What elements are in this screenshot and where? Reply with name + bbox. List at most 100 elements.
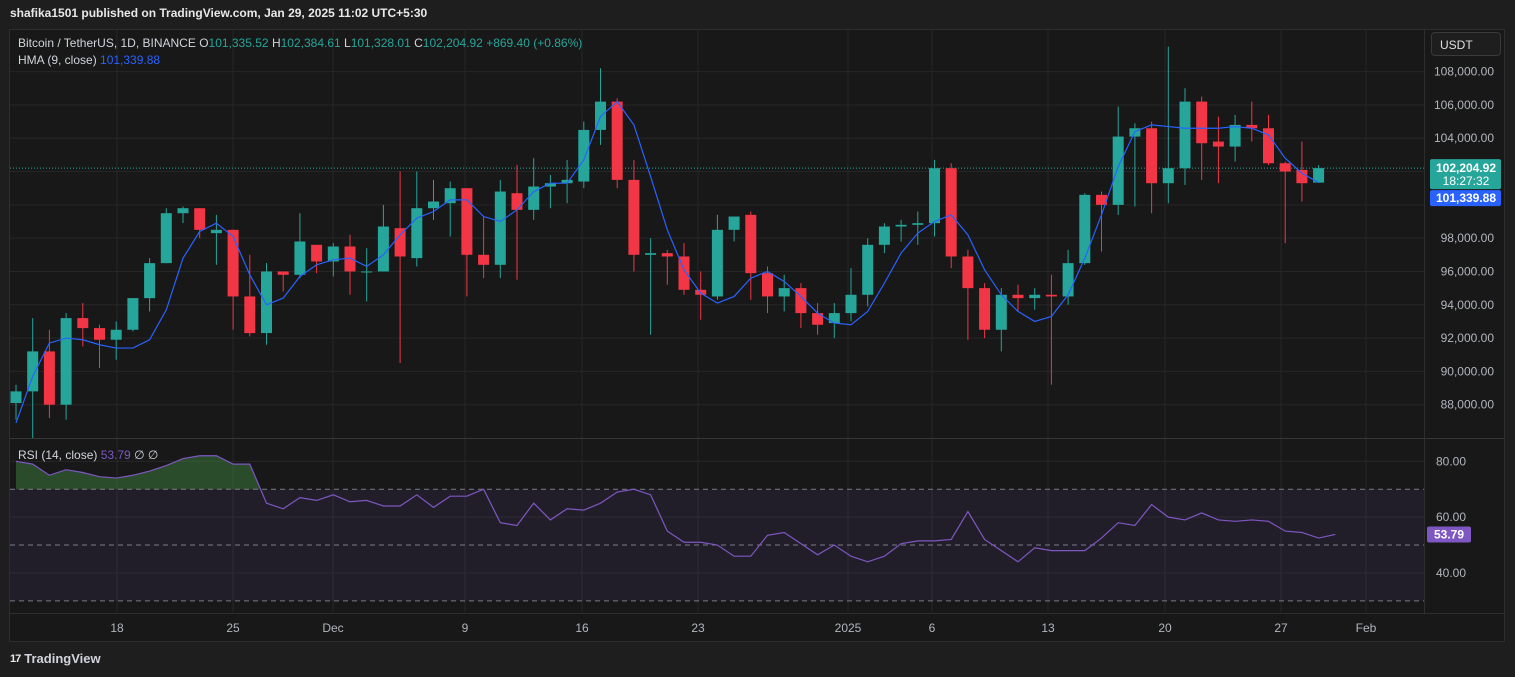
rsi-axis[interactable]: 80.00 60.00 40.00 <box>1436 454 1466 580</box>
candle[interactable] <box>1313 165 1325 183</box>
hma-label[interactable]: HMA (9, close) <box>18 53 97 67</box>
grid-lines <box>10 30 1424 612</box>
candle[interactable] <box>177 206 189 224</box>
candle[interactable] <box>511 164 523 280</box>
candle[interactable] <box>1162 46 1174 204</box>
candle[interactable] <box>361 248 373 302</box>
candle-body <box>762 273 773 297</box>
candle[interactable] <box>862 238 874 307</box>
candle[interactable] <box>595 68 606 145</box>
candle[interactable] <box>461 188 473 297</box>
high-label: H <box>271 36 281 50</box>
candle[interactable] <box>1296 141 1308 202</box>
candle[interactable] <box>1012 284 1024 312</box>
symbol-name[interactable]: Bitcoin / TetherUS, 1D, BINANCE <box>18 36 196 50</box>
currency-button[interactable]: USDT <box>1431 32 1501 56</box>
candle[interactable] <box>277 271 289 292</box>
rsi-legend: RSI (14, close) 53.79 ∅ ∅ <box>18 448 158 462</box>
candle[interactable] <box>144 258 156 312</box>
candle[interactable] <box>60 313 72 420</box>
candle-body <box>294 241 306 275</box>
candle[interactable] <box>979 283 991 339</box>
candle[interactable] <box>645 238 657 335</box>
time-tick-label: 2025 <box>835 621 862 635</box>
candle[interactable] <box>544 174 556 209</box>
candle[interactable] <box>478 216 490 279</box>
candle[interactable] <box>444 181 456 237</box>
candle[interactable] <box>1096 191 1107 252</box>
candle[interactable] <box>1279 161 1291 244</box>
candle[interactable] <box>43 329 55 419</box>
candle[interactable] <box>127 298 139 332</box>
candle[interactable] <box>762 266 773 314</box>
candle[interactable] <box>227 229 239 330</box>
candle-body <box>144 263 156 299</box>
candle[interactable] <box>578 121 590 189</box>
candle[interactable] <box>878 223 890 254</box>
candle[interactable] <box>110 321 122 360</box>
candle[interactable] <box>94 324 105 369</box>
price-tick-label: 96,000.00 <box>1441 264 1495 278</box>
candle[interactable] <box>1045 274 1057 385</box>
candle[interactable] <box>711 214 723 300</box>
candlestick-series[interactable] <box>10 46 1325 438</box>
candle[interactable] <box>1229 114 1241 162</box>
candle[interactable] <box>895 219 907 242</box>
candle[interactable] <box>828 303 840 339</box>
candle-body <box>77 318 89 329</box>
candle-body <box>511 193 523 210</box>
candle[interactable] <box>561 159 573 204</box>
candle[interactable] <box>394 171 406 364</box>
tradingview-logo[interactable]: 17 TradingView <box>10 651 101 666</box>
candle[interactable] <box>795 283 807 329</box>
candle[interactable] <box>294 213 306 279</box>
candle[interactable] <box>1146 121 1158 214</box>
candle[interactable] <box>494 179 506 279</box>
candle[interactable] <box>912 211 924 245</box>
candle-body <box>444 188 456 204</box>
candle[interactable] <box>728 216 740 242</box>
candle[interactable] <box>528 158 540 220</box>
chart-frame[interactable] <box>9 29 1505 642</box>
candle[interactable] <box>845 268 857 322</box>
candle[interactable] <box>1246 101 1258 142</box>
candle[interactable] <box>745 211 757 300</box>
candle-body <box>578 129 590 182</box>
candle-body <box>394 228 406 257</box>
candle[interactable] <box>344 234 356 295</box>
price-axis[interactable]: 108,000.00 106,000.00 104,000.00 98,000.00 9… <box>1434 65 1494 412</box>
candle[interactable] <box>1129 123 1141 207</box>
candle[interactable] <box>1212 116 1224 184</box>
candle[interactable] <box>1196 96 1208 180</box>
time-tick-label: 9 <box>462 621 469 635</box>
candle[interactable] <box>812 303 824 335</box>
price-tick-label: 98,000.00 <box>1441 231 1495 245</box>
candle[interactable] <box>778 274 790 312</box>
candle[interactable] <box>1112 106 1124 215</box>
candle[interactable] <box>377 204 389 272</box>
candle[interactable] <box>661 249 673 285</box>
candle[interactable] <box>194 208 206 239</box>
candle[interactable] <box>611 98 623 189</box>
candle[interactable] <box>1062 249 1074 305</box>
candle[interactable] <box>929 159 940 237</box>
candle[interactable] <box>210 214 222 265</box>
candle-body <box>478 254 490 265</box>
candle[interactable] <box>244 254 256 337</box>
candle[interactable] <box>311 244 323 274</box>
low-label: L <box>344 36 351 50</box>
candle[interactable] <box>628 159 640 272</box>
candle[interactable] <box>962 249 974 340</box>
rsi-label[interactable]: RSI (14, close) <box>18 448 98 462</box>
close-label: C <box>414 36 423 50</box>
candle[interactable] <box>995 288 1007 352</box>
candle[interactable] <box>428 179 439 220</box>
candle[interactable] <box>160 208 172 264</box>
candle[interactable] <box>1079 193 1091 265</box>
candle[interactable] <box>1179 88 1191 185</box>
time-axis[interactable]: 18 25 Dec 9 16 23 2025 6 13 20 27 Feb <box>110 621 1376 635</box>
candle[interactable] <box>1029 288 1041 310</box>
candle[interactable] <box>10 384 22 420</box>
candle[interactable] <box>1263 114 1274 165</box>
